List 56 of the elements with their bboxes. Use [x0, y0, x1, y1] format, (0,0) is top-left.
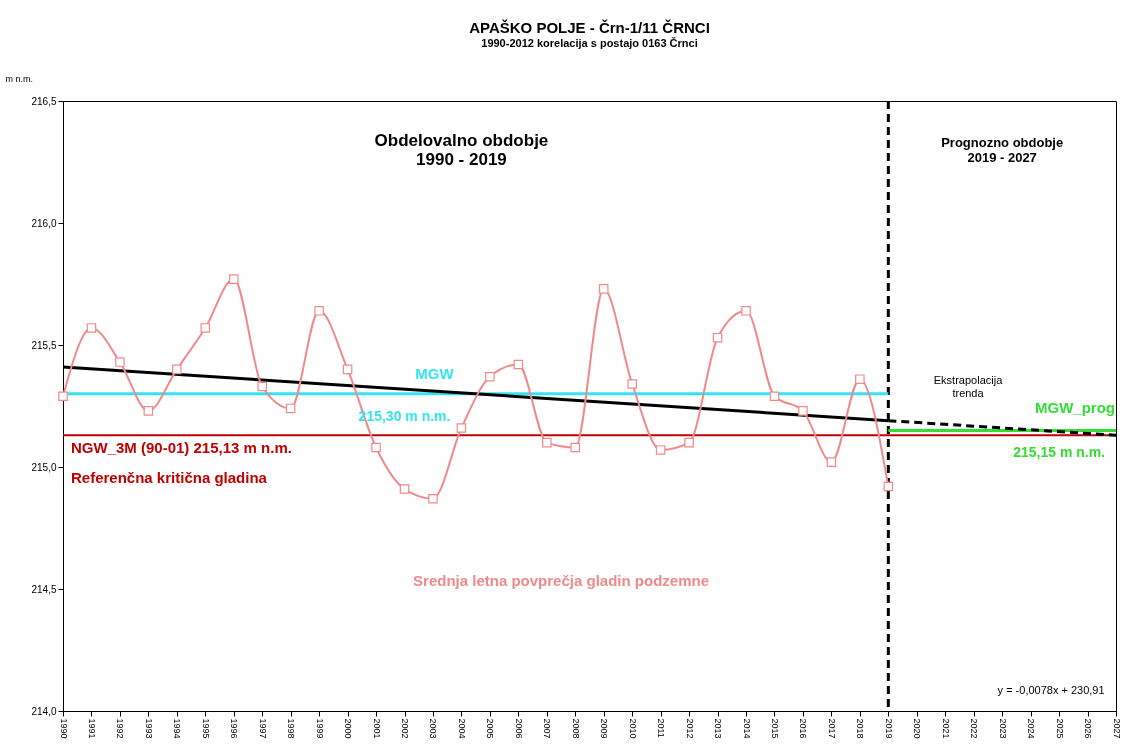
x-tick-label: 2012: [684, 718, 695, 739]
x-tick-label: 2020: [912, 718, 923, 739]
x-tick-label: 1998: [286, 718, 297, 739]
annotation: Obdelovalno obdobje 1990 - 2019: [374, 130, 549, 169]
x-tick-label: 2016: [798, 718, 809, 739]
x-tick-label: 2017: [826, 718, 837, 739]
x-tick-label: 1997: [257, 718, 268, 739]
annotation: 215,15 m n.m.: [1013, 444, 1105, 461]
x-tick-label: 2003: [428, 718, 439, 739]
x-tick-label: 2001: [371, 718, 382, 739]
y-tick-label: 214,0: [31, 705, 57, 717]
y-tick-label: 216,5: [31, 95, 57, 107]
series-label: MGW_prog: [1035, 399, 1116, 417]
x-tick-label: 2004: [456, 718, 467, 739]
x-tick-label: 2027: [1111, 718, 1122, 739]
x-tick-label: 2011: [656, 718, 667, 738]
y-tick-label: 216,0: [31, 217, 57, 229]
x-tick-label: 1992: [115, 718, 126, 739]
x-tick-label: 1993: [143, 718, 154, 739]
series-label: MGW: [415, 364, 455, 382]
x-tick-label: 2009: [599, 718, 610, 739]
x-tick-label: 2000: [343, 718, 354, 739]
chart-title: APAŠKO POLJE - Črn-1/11 ČRNCI: [469, 19, 710, 36]
x-tick-label: 2002: [400, 718, 411, 739]
x-tick-label: 2007: [542, 718, 553, 739]
x-tick-label: 2006: [513, 718, 524, 739]
x-tick-label: 1995: [200, 718, 211, 739]
x-tick-label: 2022: [969, 718, 980, 739]
x-tick-label: 2010: [627, 718, 638, 739]
x-tick-label: 2014: [741, 718, 752, 739]
x-tick-label: 2023: [997, 718, 1008, 739]
annotation: y = -0,0078x + 230,91: [997, 684, 1105, 697]
x-tick-label: 2024: [1026, 718, 1037, 739]
x-tick-label: 2018: [855, 718, 866, 739]
x-tick-label: 2015: [769, 718, 780, 739]
x-tick-label: 2005: [485, 718, 496, 739]
x-tick-label: 2013: [713, 718, 724, 739]
y-tick-label: 215,5: [31, 339, 57, 351]
x-tick-label: 2008: [570, 718, 581, 739]
x-tick-label: 2025: [1054, 718, 1065, 739]
x-tick-label: 2019: [883, 718, 894, 739]
annotation: Ekstrapolacija trenda: [933, 374, 1004, 400]
x-tick-label: 1990: [58, 718, 69, 739]
chart-subtitle: 1990-2012 korelacija s postajo 0163 Črnci: [481, 37, 698, 49]
x-tick-label: 1999: [314, 718, 325, 739]
text: Srednja letna povprečja gladin podzemne: [413, 572, 709, 589]
x-tick-label: 2026: [1083, 718, 1094, 739]
annotation: Prognozno obdobje 2019 - 2027: [941, 134, 1064, 165]
y-tick-label: 215,0: [31, 461, 57, 473]
x-tick-label: 1991: [86, 718, 97, 739]
y-tick-label: 214,5: [31, 583, 57, 595]
x-tick-label: 2021: [940, 718, 951, 739]
ref-line-label: NGW_3M (90-01) 215,13 m n.m. Referenčna kritična gladina: [71, 439, 292, 487]
y-axis-title: m n.m.: [5, 73, 34, 84]
x-tick-label: 1994: [172, 718, 183, 739]
x-tick-label: 1996: [229, 718, 240, 739]
